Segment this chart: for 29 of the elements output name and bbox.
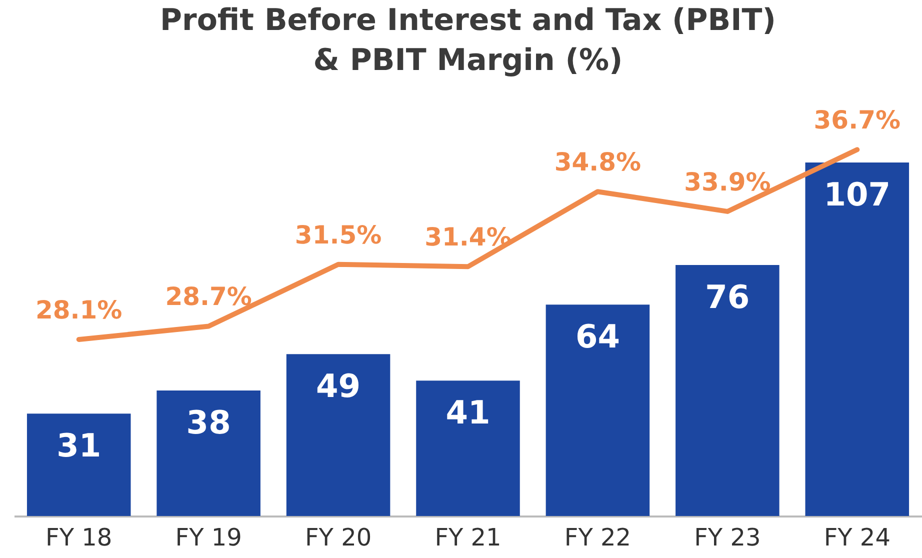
data-label: 36.7% xyxy=(814,106,901,135)
data-label: 28.1% xyxy=(35,295,122,324)
data-label: 76 xyxy=(705,278,750,316)
bar xyxy=(546,304,650,516)
chart-title: Profit Before Interest and Tax (PBIT) & PBIT Margin (%) xyxy=(160,3,776,78)
bar xyxy=(156,390,260,516)
x-tick-label: FY 20 xyxy=(304,524,372,552)
data-label: 49 xyxy=(316,367,361,406)
x-tick-label: FY 19 xyxy=(175,524,242,552)
x-tick-label: FY 23 xyxy=(694,524,761,552)
bar xyxy=(286,354,390,516)
data-label: 28.7% xyxy=(165,282,252,312)
bar xyxy=(26,414,131,516)
x-tick-label: FY 24 xyxy=(824,524,890,552)
data-label: 34.8% xyxy=(554,148,642,177)
x-tick-label: FY 22 xyxy=(564,524,632,552)
data-label: 31 xyxy=(56,426,102,465)
data-label: 31.5% xyxy=(294,220,382,250)
bar xyxy=(805,162,910,516)
data-label: 64 xyxy=(575,318,620,356)
data-label: 41 xyxy=(446,394,490,432)
data-label: 33.9% xyxy=(684,167,771,196)
x-tick-label: FY 21 xyxy=(434,524,502,552)
bar xyxy=(416,380,520,516)
data-label: 38 xyxy=(186,403,231,442)
bar xyxy=(676,264,780,516)
data-label: 107 xyxy=(824,176,891,214)
data-label: 31.4% xyxy=(424,222,512,252)
x-tick-label: FY 18 xyxy=(46,524,112,552)
